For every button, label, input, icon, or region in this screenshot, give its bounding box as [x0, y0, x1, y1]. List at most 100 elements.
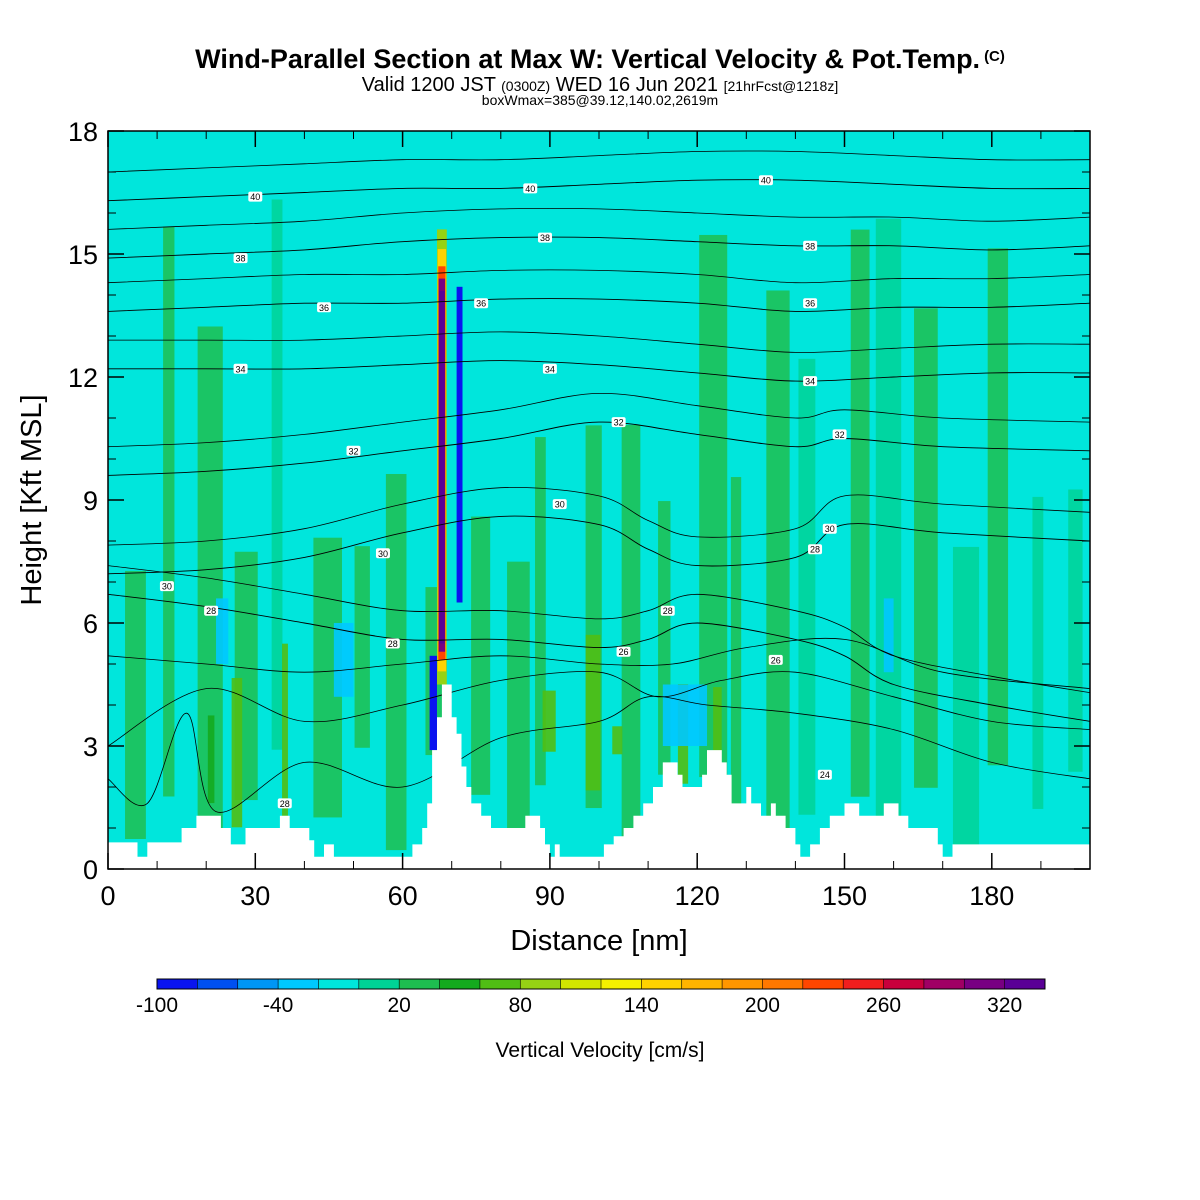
updraft-streak [987, 248, 1009, 766]
contour-label: 30 [552, 499, 567, 510]
theta-contour-low [108, 671, 1090, 747]
updraft-streak [1032, 496, 1044, 809]
theta-contour-low [108, 695, 1090, 813]
updraft-streak [535, 437, 546, 786]
x-tick-label: 90 [535, 881, 565, 911]
contour-label: 30 [375, 548, 390, 559]
y-tick-label: 9 [83, 486, 98, 516]
contour-label: 32 [346, 445, 361, 456]
colorbar-swatch [601, 979, 642, 989]
chart-subtitle: Valid 1200 JST (0300Z) WED 16 Jun 2021 [… [0, 74, 1200, 97]
colorbar-swatch [358, 979, 400, 989]
theta-contour-low [108, 637, 1090, 689]
contour-label-text: 36 [805, 299, 815, 309]
theta-contour-minor [108, 207, 1090, 230]
contour-label: 28 [660, 605, 675, 616]
x-tick-label: 30 [240, 881, 270, 911]
downdraft-cell [333, 623, 354, 697]
contour-label-text: 32 [614, 418, 624, 428]
colorbar-swatch [197, 979, 239, 989]
updraft-streak [850, 229, 870, 797]
contour-label: 32 [832, 429, 847, 440]
colorbar-swatch [560, 979, 602, 989]
contour-label-text: 36 [319, 303, 329, 313]
updraft-streak [125, 570, 146, 839]
valid-time: Valid 1200 JST [361, 74, 496, 96]
contour-label: 34 [803, 376, 818, 387]
theta-contour-40 [108, 179, 1090, 202]
updraft-cell [542, 690, 556, 752]
contour-label: 34 [542, 363, 557, 374]
updraft-streak [271, 199, 283, 750]
valid-utc: (0300Z) [501, 78, 551, 94]
theta-contour-minor [108, 565, 1090, 694]
colorbar-label: Vertical Velocity [cm/s] [496, 1039, 705, 1062]
updraft-streak [1068, 489, 1083, 772]
contour-label-text: 40 [761, 176, 771, 186]
contour-label-text: 30 [555, 500, 565, 510]
updraft-streak [621, 424, 641, 837]
contour-label-text: 38 [236, 254, 246, 264]
colorbar-swatch [802, 979, 844, 989]
y-tick-label: 15 [68, 240, 98, 270]
updraft-streak [385, 473, 407, 851]
updraft-streak [471, 516, 491, 795]
colorbar-swatch [762, 979, 804, 989]
valid-date: WED 16 Jun 2021 [555, 74, 719, 96]
downdraft-cell [662, 684, 708, 746]
y-tick-label: 3 [83, 732, 98, 762]
theta-contour-36 [108, 298, 1090, 312]
updraft-streak [354, 546, 370, 748]
theta-contour-minor [108, 331, 1090, 353]
contour-label-text: 32 [348, 446, 358, 456]
contour-label-text: 30 [162, 582, 172, 592]
contour-label-text: 26 [771, 655, 781, 665]
colorbar: -100 -40 20 80 140 200 260 320 [136, 978, 1046, 1017]
copyright-mark: (C) [984, 48, 1005, 65]
colorbar-tick-label: -100 [136, 994, 178, 1017]
box-max-info: boxWmax=385@39.12,140.02,2619m [481, 92, 719, 108]
terrain [108, 684, 1090, 869]
colorbar-tick-label: 320 [987, 994, 1022, 1017]
updraft-streak [798, 358, 816, 815]
chart-title: Wind-Parallel Section at Max W: Vertical… [0, 44, 1200, 75]
contour-label: 34 [233, 363, 248, 374]
contour-label-text: 32 [835, 430, 845, 440]
theta-contour-32 [108, 421, 1090, 476]
updraft-core [429, 229, 463, 751]
colorbar-tick-label: 200 [745, 994, 780, 1017]
colorbar-swatch [278, 979, 319, 989]
contour-label: 38 [537, 232, 552, 243]
updraft-core-band [439, 290, 445, 644]
contour-label-text: 28 [810, 545, 820, 555]
y-tick-label: 12 [68, 363, 98, 393]
contour-label-text: 28 [280, 799, 290, 809]
colorbar-swatch [520, 979, 562, 989]
colorbar-swatch [964, 979, 1006, 989]
theta-contour-30 [108, 515, 1090, 575]
colorbar-swatch [439, 979, 481, 989]
x-tick-label: 60 [388, 881, 418, 911]
contour-label-text: 38 [805, 241, 815, 251]
colorbar-swatch [237, 979, 279, 989]
updraft-streak [914, 308, 938, 788]
theta-contour-minor [108, 392, 1090, 448]
colorbar-swatch [399, 979, 440, 989]
y-tick-label: 18 [68, 117, 98, 147]
updraft-streak [163, 226, 175, 797]
updraft-cell [231, 677, 243, 828]
colorbar-tick-label: 80 [509, 994, 532, 1017]
colorbar-tick-label: 20 [388, 994, 411, 1017]
forecast-info: [21hrFcst@1218z] [723, 78, 839, 94]
colorbar-swatch [1004, 979, 1046, 989]
theta-contours [108, 150, 1090, 813]
contour-label-text: 40 [250, 192, 260, 202]
contour-label-text: 36 [476, 299, 486, 309]
contour-label: 30 [159, 581, 174, 592]
colorbar-swatch [923, 979, 965, 989]
colorbar-swatch [883, 979, 925, 989]
theta-contour-38 [108, 236, 1090, 259]
contour-label-text: 30 [825, 524, 835, 534]
